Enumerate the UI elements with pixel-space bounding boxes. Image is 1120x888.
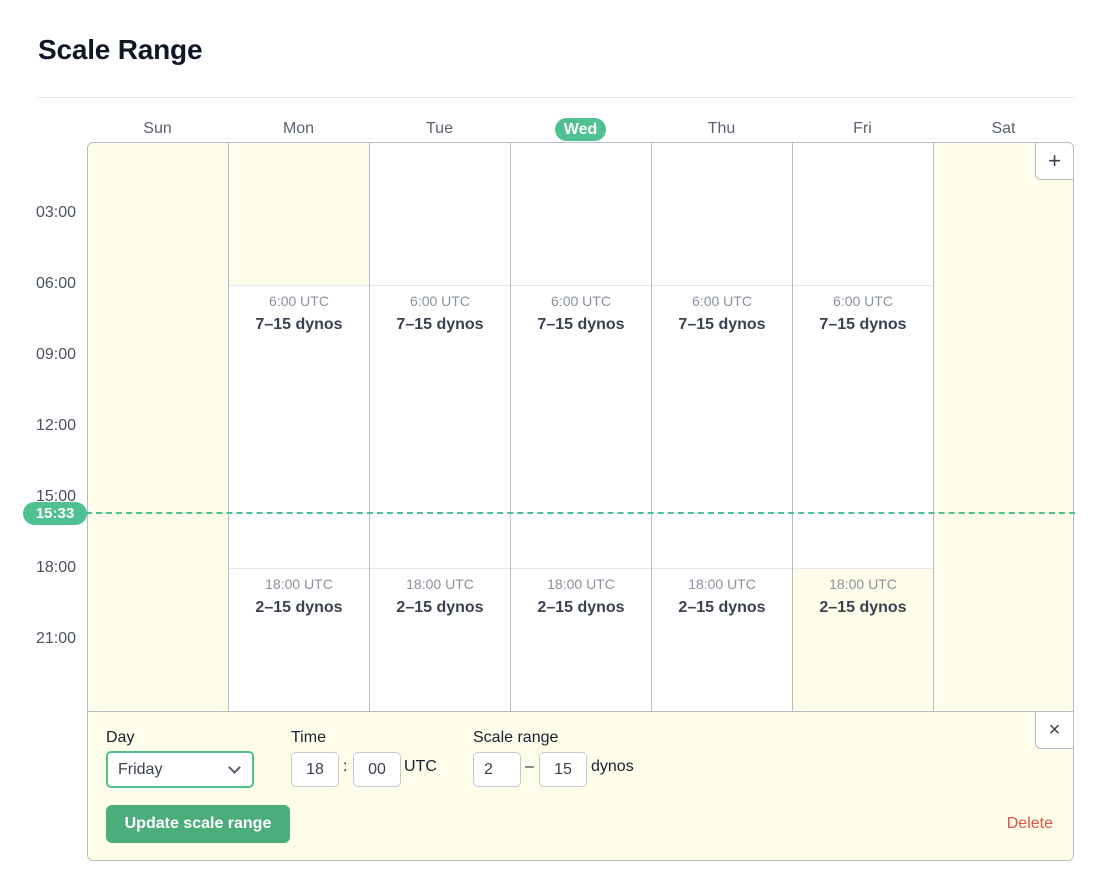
hour-label: 12:00 (36, 417, 77, 434)
block-divider (793, 285, 933, 286)
scale-block[interactable]: 6:00 UTC 7–15 dynos (793, 292, 933, 337)
block-time: 6:00 UTC (269, 293, 329, 309)
day-column-fri[interactable]: 6:00 UTC 7–15 dynos 18:00 UTC 2–15 dynos (793, 143, 934, 711)
range-unit: dynos (591, 758, 634, 775)
day-header-sun: Sun (143, 120, 172, 137)
time-separator: : (343, 758, 348, 775)
minute-input[interactable]: 00 (353, 752, 401, 787)
hour-label: 06:00 (36, 275, 77, 292)
hour-input[interactable]: 18 (291, 752, 339, 787)
block-time: 18:00 UTC (547, 576, 615, 592)
title-divider (37, 97, 1075, 98)
block-time: 18:00 UTC (406, 576, 474, 592)
block-range: 7–15 dynos (537, 316, 625, 333)
block-divider (229, 285, 369, 286)
hour-label: 15:00 (36, 488, 77, 505)
scale-block[interactable]: 18:00 UTC 2–15 dynos (652, 575, 792, 620)
scale-block-selected[interactable]: 18:00 UTC 2–15 dynos (793, 575, 933, 620)
hour-label: 18:00 (36, 559, 77, 576)
today-badge: Wed (554, 118, 607, 141)
block-time: 6:00 UTC (410, 293, 470, 309)
block-time: 6:00 UTC (692, 293, 752, 309)
chevron-down-icon (228, 761, 241, 774)
day-header-thu: Thu (707, 120, 736, 137)
day-header-sat: Sat (991, 120, 1016, 137)
min-dynos-input[interactable]: 2 (473, 752, 521, 787)
hour-label: 09:00 (36, 346, 77, 363)
selected-block-shade (793, 568, 933, 711)
update-scale-range-button[interactable]: Update scale range (106, 805, 290, 843)
day-header-fri: Fri (853, 120, 872, 137)
day-column-sat[interactable] (934, 143, 1073, 711)
scale-range-editor: × Day Friday Time 18 : 00 UTC Scale rang… (88, 711, 1073, 860)
scale-block[interactable]: 6:00 UTC 7–15 dynos (229, 292, 369, 337)
scale-block[interactable]: 18:00 UTC 2–15 dynos (229, 575, 369, 620)
block-time: 18:00 UTC (829, 576, 897, 592)
scale-block[interactable]: 6:00 UTC 7–15 dynos (652, 292, 792, 337)
block-time: 18:00 UTC (688, 576, 756, 592)
block-divider (370, 285, 510, 286)
day-select-value: Friday (118, 761, 163, 778)
time-label: Time (291, 729, 326, 746)
add-range-button[interactable]: + (1035, 143, 1073, 180)
day-column-sun[interactable] (88, 143, 229, 711)
day-column-thu[interactable]: 6:00 UTC 7–15 dynos 18:00 UTC 2–15 dynos (652, 143, 793, 711)
block-range: 2–15 dynos (396, 599, 484, 616)
block-time: 6:00 UTC (551, 293, 611, 309)
block-time: 18:00 UTC (265, 576, 333, 592)
current-time-line (86, 512, 1075, 514)
day-label: Day (106, 729, 135, 746)
block-range: 7–15 dynos (819, 316, 907, 333)
range-separator: – (525, 758, 534, 775)
day-header-tue: Tue (426, 120, 453, 137)
block-divider (370, 568, 510, 569)
block-divider (511, 568, 651, 569)
block-divider (229, 568, 369, 569)
block-range: 7–15 dynos (255, 316, 343, 333)
block-range: 2–15 dynos (537, 599, 625, 616)
max-dynos-input[interactable]: 15 (539, 752, 587, 787)
delete-button[interactable]: Delete (1006, 815, 1053, 832)
block-range: 2–15 dynos (819, 599, 907, 616)
scale-block[interactable]: 18:00 UTC 2–15 dynos (511, 575, 651, 620)
close-editor-button[interactable]: × (1035, 711, 1073, 749)
block-range: 7–15 dynos (396, 316, 484, 333)
day-header-wed: Wed (510, 118, 651, 141)
block-range: 2–15 dynos (678, 599, 766, 616)
day-select[interactable]: Friday (106, 751, 254, 788)
hour-label: 21:00 (36, 630, 77, 647)
block-range: 7–15 dynos (678, 316, 766, 333)
block-divider (652, 285, 792, 286)
scale-range-label: Scale range (473, 729, 559, 746)
scale-block[interactable]: 18:00 UTC 2–15 dynos (370, 575, 510, 620)
block-divider (793, 568, 933, 569)
scale-block[interactable]: 6:00 UTC 7–15 dynos (511, 292, 651, 337)
block-range: 2–15 dynos (255, 599, 343, 616)
block-divider (652, 568, 792, 569)
week-calendar: 6:00 UTC 7–15 dynos 18:00 UTC 2–15 dynos… (87, 142, 1074, 861)
current-time-badge: 15:33 (23, 502, 87, 525)
scale-block[interactable]: 6:00 UTC 7–15 dynos (370, 292, 510, 337)
day-column-wed[interactable]: 6:00 UTC 7–15 dynos 18:00 UTC 2–15 dynos (511, 143, 652, 711)
block-divider (511, 285, 651, 286)
day-header-mon: Mon (282, 120, 315, 137)
time-unit: UTC (404, 758, 437, 775)
page-title: Scale Range (38, 34, 203, 65)
hour-label: 03:00 (36, 204, 77, 221)
day-column-tue[interactable]: 6:00 UTC 7–15 dynos 18:00 UTC 2–15 dynos (370, 143, 511, 711)
day-column-mon[interactable]: 6:00 UTC 7–15 dynos 18:00 UTC 2–15 dynos (229, 143, 370, 711)
off-hours-shade (229, 143, 369, 285)
block-time: 6:00 UTC (833, 293, 893, 309)
